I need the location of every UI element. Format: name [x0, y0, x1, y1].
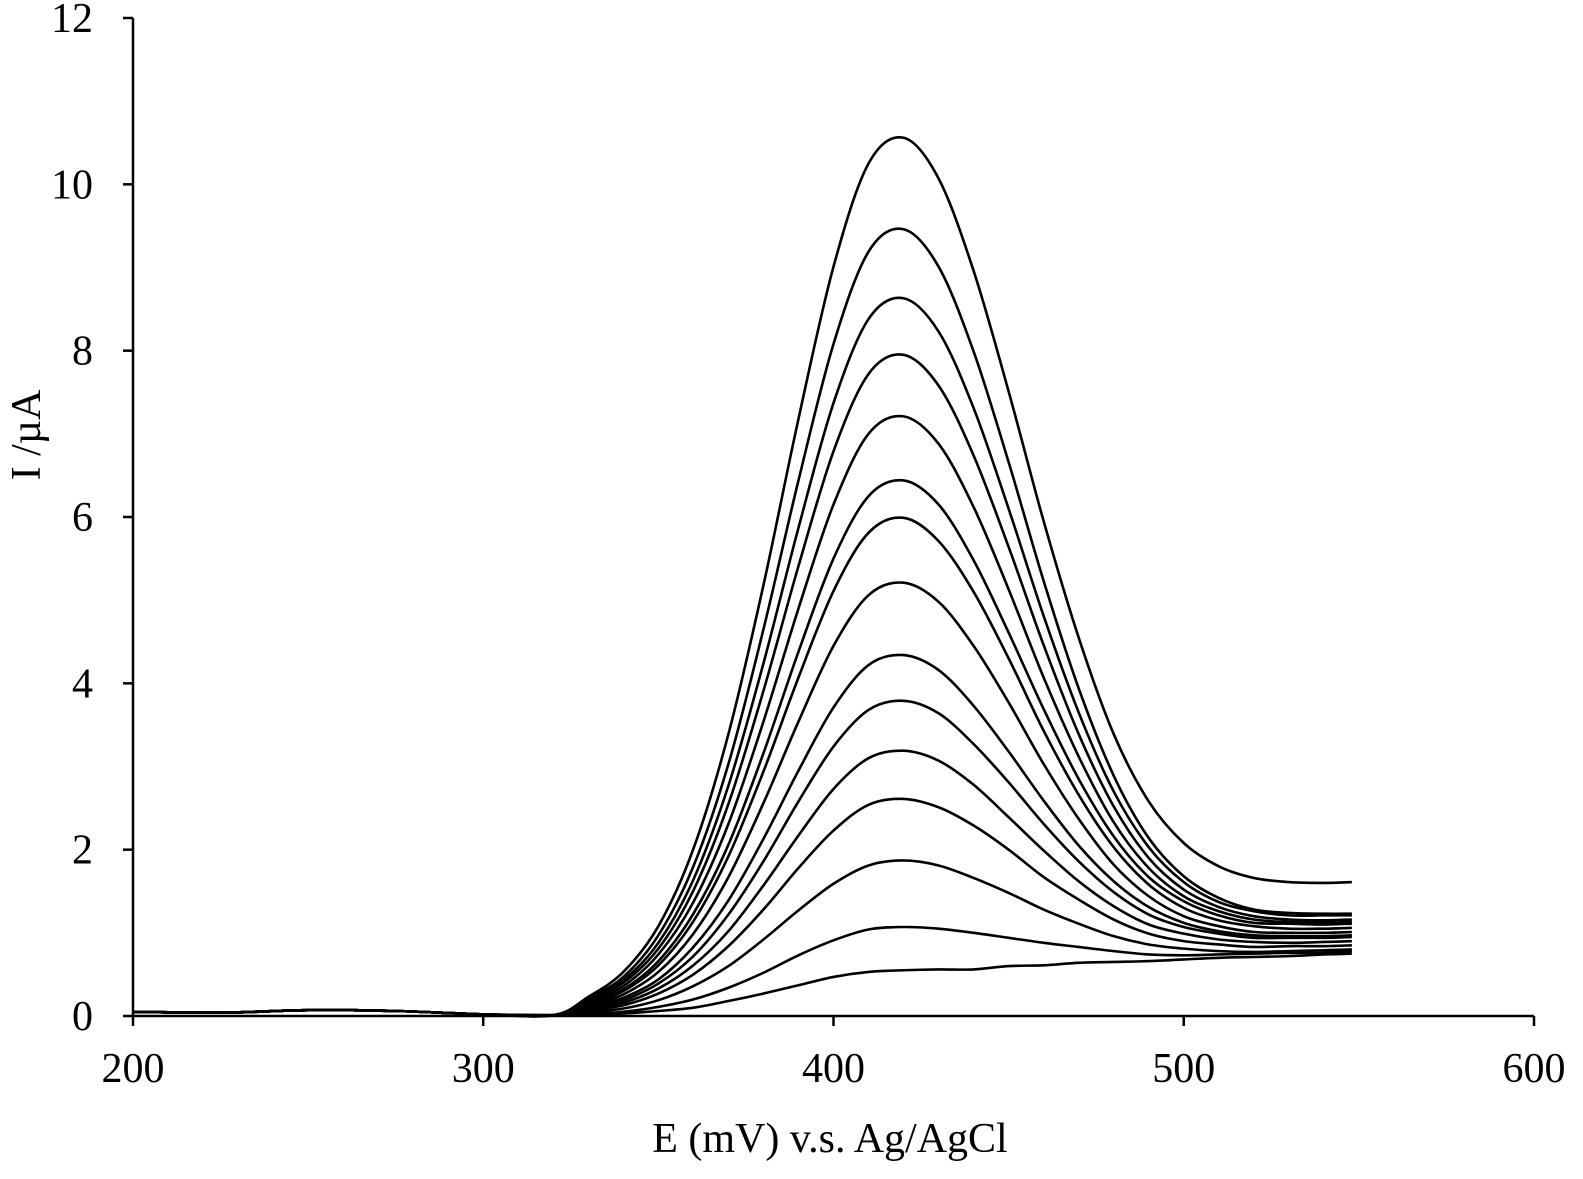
y-tick-label: 10 — [51, 162, 93, 208]
curve — [132, 516, 1352, 1018]
x-tick-label: 400 — [802, 1046, 865, 1092]
curve — [132, 478, 1352, 1018]
y-tick-label: 2 — [72, 828, 93, 874]
curve — [132, 952, 1352, 1017]
curve — [132, 749, 1352, 1017]
y-tick-label: 12 — [51, 0, 93, 42]
y-tick-label: 4 — [72, 661, 93, 707]
x-tick-label: 300 — [452, 1046, 515, 1092]
x-tick-label: 500 — [1152, 1046, 1215, 1092]
y-tick-label: 0 — [72, 994, 93, 1040]
x-tick-label: 600 — [1503, 1046, 1566, 1092]
curve — [132, 699, 1352, 1017]
y-axis-label: I /µA — [4, 389, 50, 480]
curve — [132, 925, 1352, 1017]
y-tick-label: 8 — [72, 329, 93, 375]
x-axis-label: E (mV) v.s. Ag/AgCl — [652, 1116, 1007, 1162]
y-tick-label: 6 — [72, 495, 93, 541]
x-tick-label: 200 — [102, 1046, 165, 1092]
curve — [132, 581, 1352, 1017]
